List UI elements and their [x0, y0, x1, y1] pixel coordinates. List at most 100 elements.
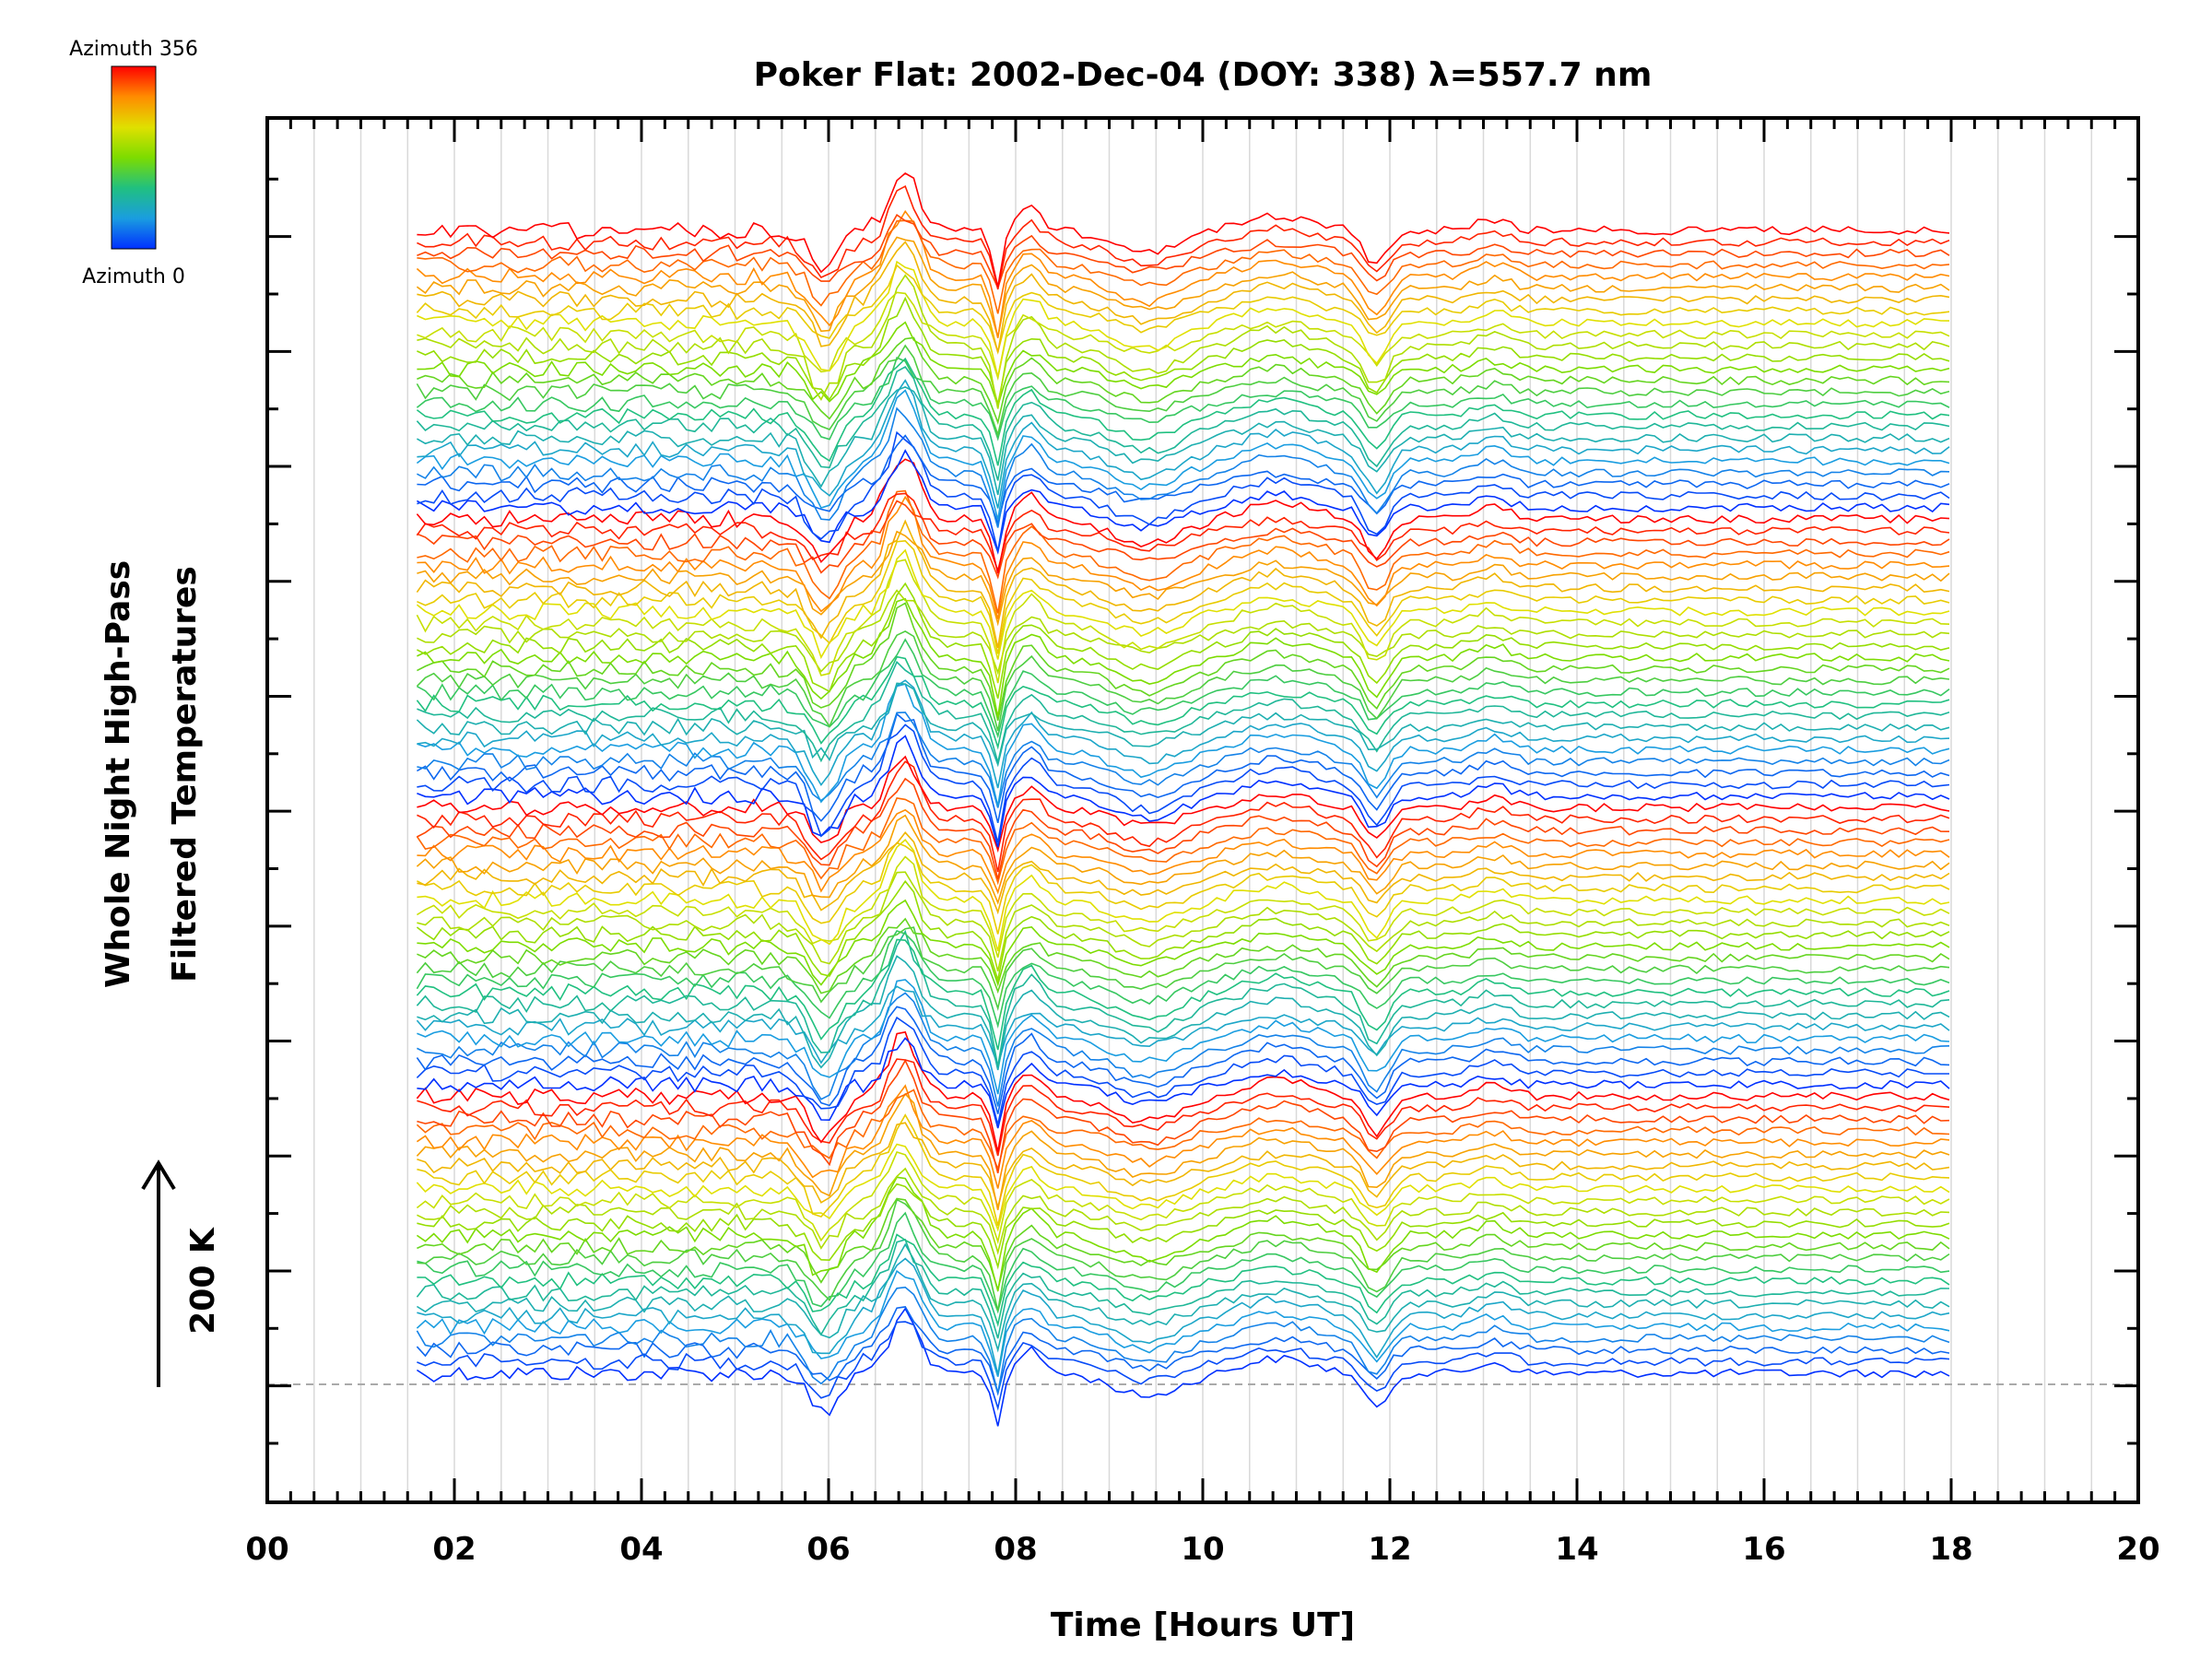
series-line: [417, 1122, 1950, 1210]
series-line: [417, 1198, 1950, 1312]
series-line: [417, 597, 1950, 717]
series-line: [417, 184, 1950, 290]
series-line: [417, 1197, 1950, 1293]
series-line: [417, 839, 1950, 951]
series-line: [417, 1211, 1950, 1314]
series-line: [416, 1307, 1950, 1427]
series-line: [417, 291, 1950, 382]
series-line: [416, 1030, 1950, 1152]
series-line: [416, 449, 1950, 555]
series-line: [416, 1151, 1950, 1245]
y-axis-label-line2: Filtered Temperatures: [166, 566, 204, 982]
series-line: [416, 1242, 1950, 1353]
series-line: [416, 1176, 1950, 1292]
x-tick-label: 12: [1368, 1531, 1411, 1568]
series-line: [417, 172, 1950, 288]
series-line: [416, 548, 1950, 660]
x-tick-label: 06: [806, 1531, 850, 1568]
series-line: [417, 831, 1950, 915]
series-line: [417, 1167, 1950, 1255]
series-line: [416, 458, 1950, 574]
scale-label: 200 K: [184, 1227, 222, 1335]
series-line: [417, 979, 1950, 1095]
x-tick-label: 10: [1181, 1531, 1224, 1568]
x-tick-label: 16: [1742, 1531, 1785, 1568]
series-line: [417, 219, 1950, 314]
chart-title: Poker Flat: 2002-Dec-04 (DOY: 338) λ=557…: [754, 56, 1653, 94]
series-line: [416, 814, 1950, 905]
series-line: [416, 365, 1950, 481]
series-line: [417, 430, 1950, 552]
series-line: [416, 985, 1950, 1068]
series-line: [417, 530, 1950, 627]
series-line: [416, 682, 1950, 768]
x-tick-label: 18: [1929, 1531, 1972, 1568]
x-tick-label: 02: [432, 1531, 476, 1568]
series-line: [417, 214, 1950, 290]
series-line: [417, 321, 1950, 408]
series-line: [417, 777, 1950, 879]
series-line: [417, 602, 1950, 721]
series-line: [416, 926, 1950, 1011]
series-line: [417, 841, 1950, 935]
series-line: [416, 1084, 1950, 1189]
series-line: [416, 797, 1950, 886]
series-line: [416, 629, 1950, 732]
series-line: [416, 1306, 1950, 1396]
series-line: [417, 296, 1950, 405]
x-tick-labels: 00 02 04 06 08 10 12 14 16 18 20: [245, 1531, 2159, 1568]
x-tick-label: 08: [994, 1531, 1037, 1568]
series-line: [417, 1233, 1950, 1327]
series-line: [417, 755, 1950, 853]
x-tick-label: 20: [2116, 1531, 2159, 1568]
series-line: [416, 1286, 1950, 1394]
colorbar: [111, 65, 157, 250]
series-line: [416, 855, 1950, 959]
axis-ticks: [265, 118, 2140, 1502]
series-line: [416, 929, 1950, 1067]
vertical-grid: [313, 118, 2093, 1502]
series-line: [417, 1257, 1950, 1375]
series-line: [417, 917, 1950, 994]
x-tick-label: 00: [245, 1531, 288, 1568]
series-line: [417, 871, 1950, 971]
series-line: [417, 379, 1950, 509]
series-line: [416, 209, 1950, 338]
series-line: [416, 492, 1950, 573]
series-line: [417, 899, 1950, 987]
series-line: [416, 879, 1950, 983]
series-line: [416, 264, 1950, 355]
series-line: [417, 679, 1950, 789]
series-line: [416, 559, 1950, 684]
series-line: [417, 260, 1950, 377]
series-line: [417, 589, 1950, 676]
series-line: [417, 638, 1950, 739]
series-lines: [416, 172, 1950, 1427]
series-line: [416, 236, 1950, 337]
series-line: [417, 955, 1950, 1071]
series-line: [416, 389, 1950, 520]
series-line: [417, 712, 1950, 808]
series-line: [417, 735, 1950, 848]
x-tick-label: 14: [1555, 1531, 1598, 1568]
series-line: [417, 336, 1950, 426]
series-line: [417, 1321, 1950, 1411]
series-line: [416, 1143, 1950, 1232]
series-line: [416, 357, 1950, 441]
series-line: [416, 1269, 1950, 1377]
series-line: [416, 1016, 1949, 1125]
colorbar-bottom-label: Azimuth 0: [82, 265, 185, 288]
series-line: [417, 582, 1950, 700]
series-line: [416, 1092, 1950, 1211]
series-line: [416, 930, 1950, 1029]
colorbar-top-label: Azimuth 356: [69, 38, 198, 61]
scale-arrow: [141, 1159, 176, 1387]
series-line: [416, 1239, 1950, 1339]
series-line: [417, 495, 1950, 619]
series-line: [417, 992, 1950, 1107]
series-line: [417, 683, 1950, 806]
series-line: [416, 519, 1950, 649]
x-tick-label: 04: [619, 1531, 663, 1568]
series-line: [417, 489, 1950, 614]
